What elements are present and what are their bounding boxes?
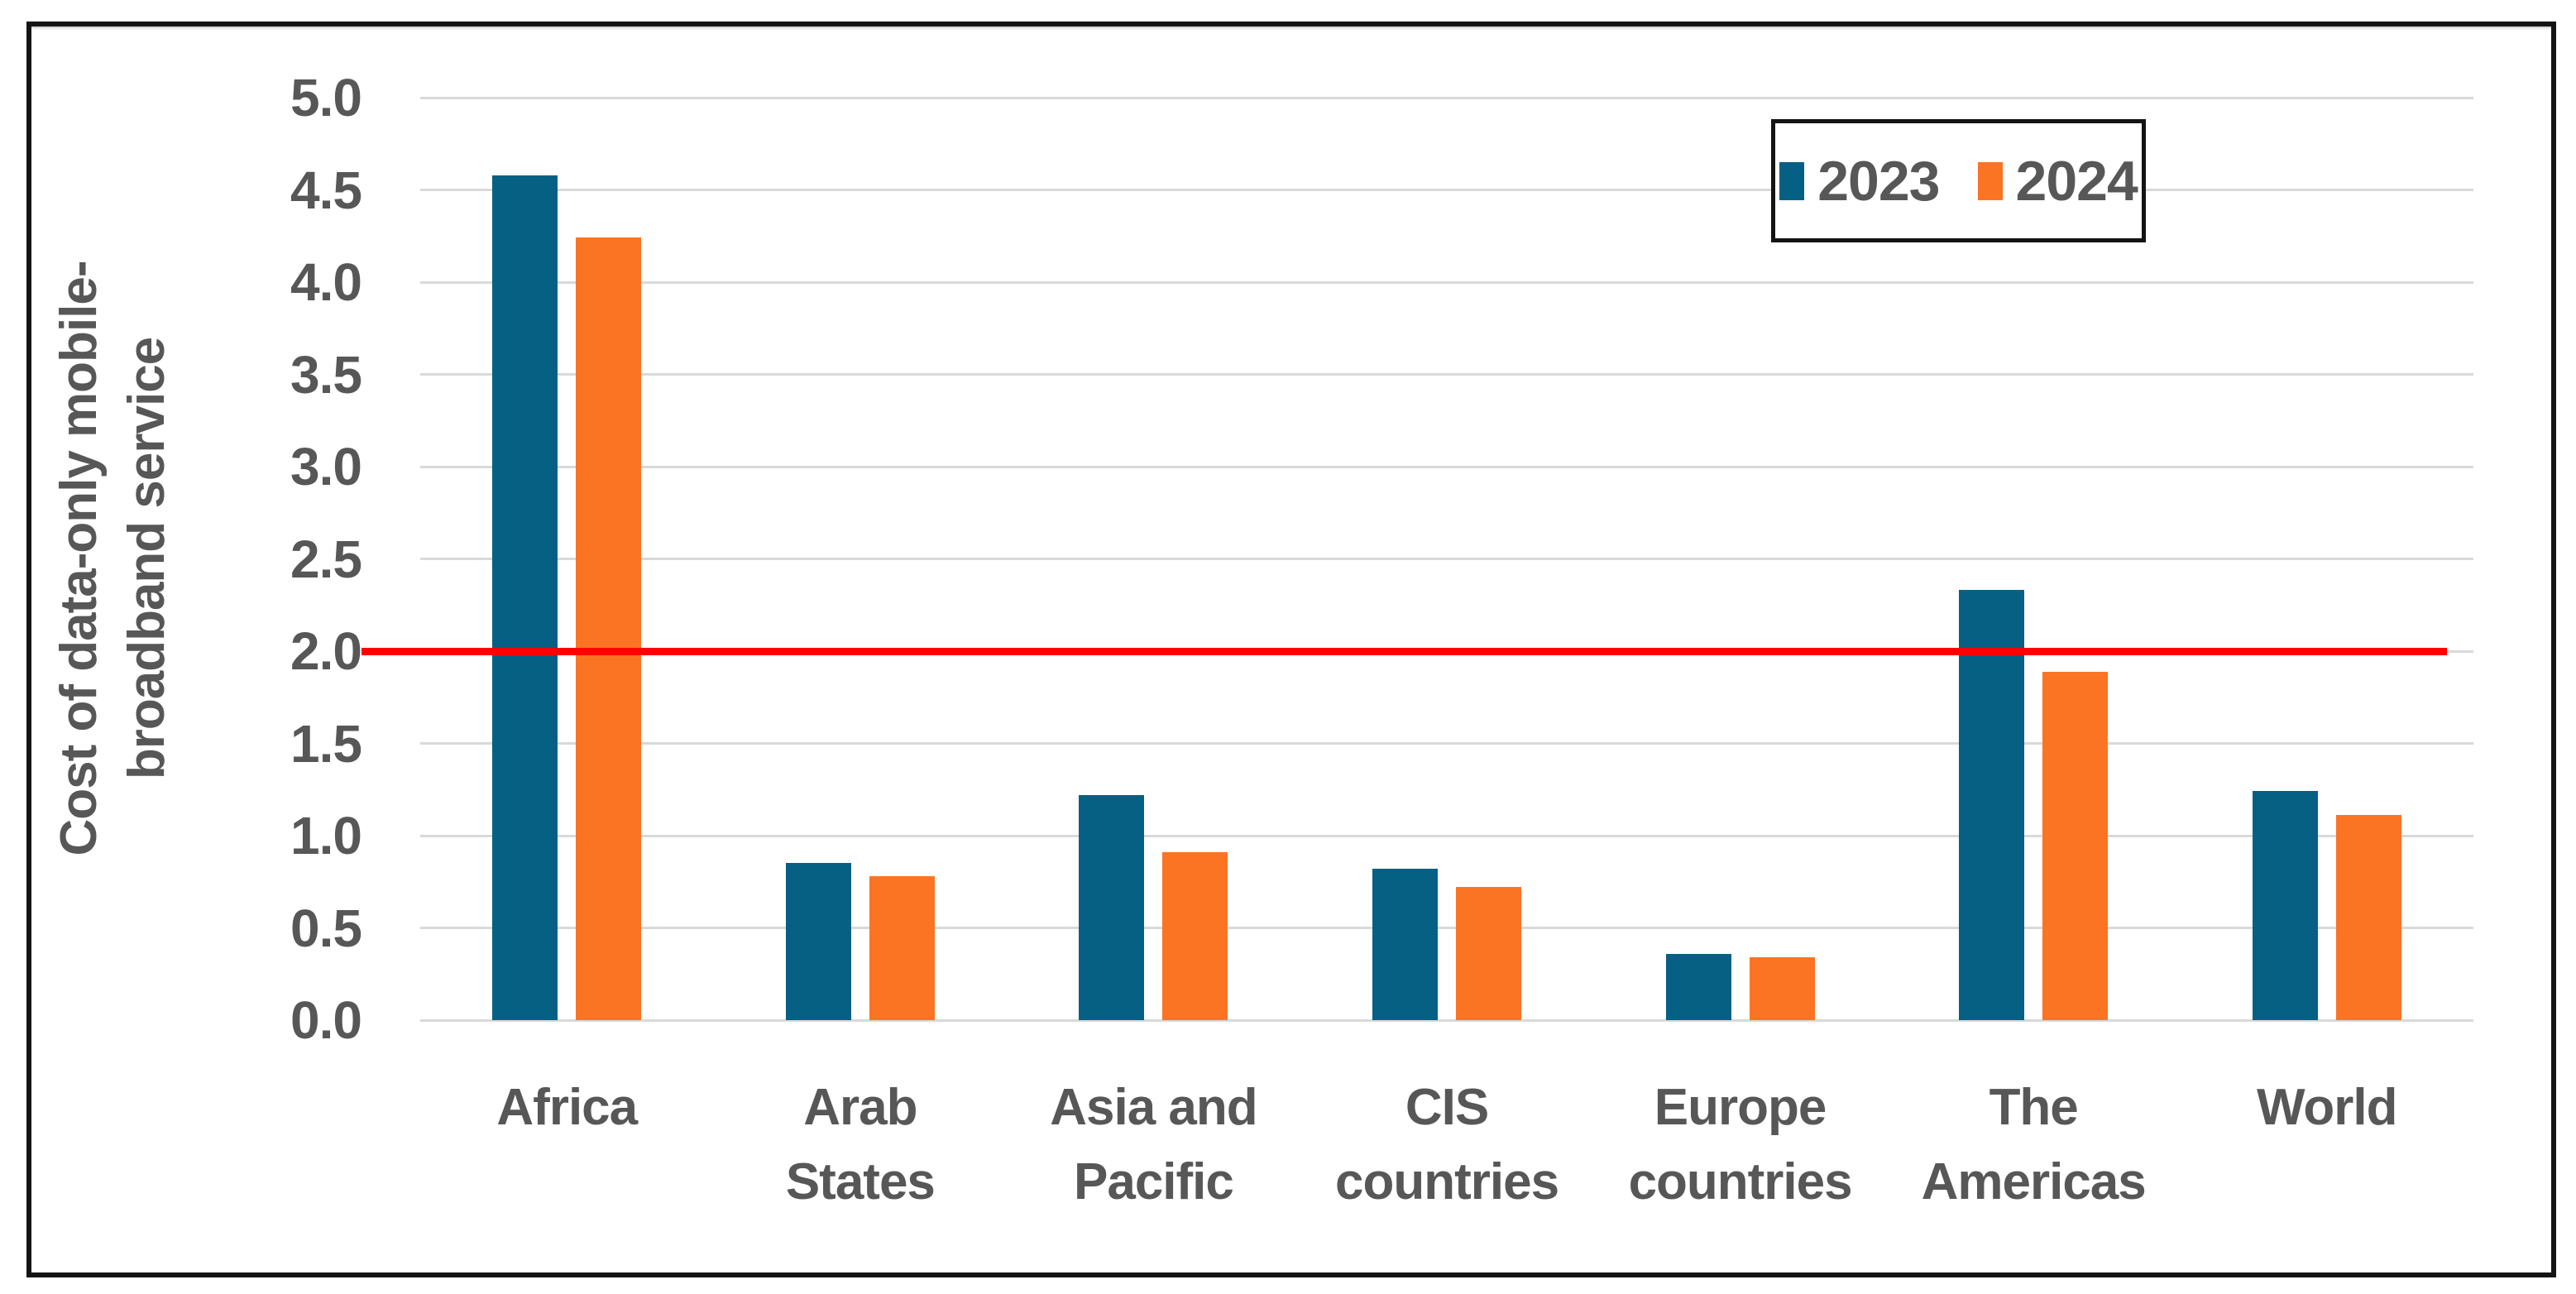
chart-frame: Cost of data-only mobile- broadband serv… <box>26 22 2556 1277</box>
x-category-label-world: World <box>2257 1079 2397 1136</box>
legend-item-2023: 2023 <box>1779 149 1941 213</box>
bar-group-arab-states <box>714 98 1008 1020</box>
gridline-3.0 <box>420 465 2473 468</box>
bar-2024-africa <box>576 237 642 1020</box>
y-tick-label-3.0: 3.0 <box>290 437 362 496</box>
gridline-4.5 <box>420 189 2473 191</box>
x-category-label-africa: Africa <box>496 1079 638 1136</box>
bar-2023-asia-and-pacific <box>1079 794 1145 1020</box>
bar-2024-world <box>2335 815 2401 1020</box>
bar-2024-cis-countries <box>1456 887 1522 1020</box>
bar-2024-arab-states <box>869 876 935 1020</box>
legend-item-2024: 2024 <box>1977 149 2138 213</box>
y-tick-label-0.5: 0.5 <box>290 898 362 958</box>
gridline-1.5 <box>420 742 2473 745</box>
x-axis-category-labels: Africa Arab States Asia and Pacific CIS cou… <box>420 1071 2473 1220</box>
y-tick-label-4.0: 4.0 <box>290 252 362 312</box>
bar-2023-cis-countries <box>1372 869 1439 1020</box>
legend-label-2024: 2024 <box>2015 149 2138 213</box>
gridline-3.5 <box>420 373 2473 376</box>
bar-2023-africa <box>492 175 558 1020</box>
x-category-label-cis-countries: CIS countries <box>1334 1079 1559 1210</box>
y-tick-label-1.0: 1.0 <box>290 806 362 865</box>
x-category-label-asia-and-pacific: Asia and Pacific <box>1050 1079 1257 1210</box>
y-tick-label-2.0: 2.0 <box>290 621 362 681</box>
bar-group-world <box>2180 98 2473 1020</box>
x-category-label-the-americas: The Americas <box>1921 1079 2147 1210</box>
gridline-0.0 <box>420 1018 2473 1022</box>
y-axis-tick-labels: 0.0 0.5 1.0 1.5 2.0 2.5 3.0 3.5 4.0 4.5 5.0 <box>31 71 362 1047</box>
x-category-label-europe-countries: Europe countries <box>1628 1079 1853 1210</box>
bar-groups <box>420 98 2473 1020</box>
legend-swatch-2024-icon <box>1977 161 2003 200</box>
bar-2024-europe-countries <box>1749 957 1815 1020</box>
gridline-4.0 <box>420 280 2473 284</box>
legend-label-2023: 2023 <box>1817 149 1940 213</box>
bar-2023-the-americas <box>1959 590 2025 1020</box>
legend: 2023 2024 <box>1771 119 2146 242</box>
y-tick-label-3.5: 3.5 <box>290 344 362 405</box>
gridline-2.5 <box>420 558 2473 560</box>
bar-group-the-americas <box>1887 98 2181 1020</box>
gridline-0.5 <box>420 927 2473 929</box>
y-tick-label-4.5: 4.5 <box>290 160 362 220</box>
bar-2023-arab-states <box>785 863 851 1020</box>
x-category-label-arab-states: Arab States <box>785 1079 936 1210</box>
gridline-1.0 <box>420 834 2473 837</box>
reference-line-2.0 <box>362 647 2447 655</box>
bar-2023-europe-countries <box>1665 953 1731 1020</box>
y-tick-label-0.0: 0.0 <box>290 990 362 1050</box>
bar-group-asia-and-pacific <box>1007 98 1300 1020</box>
bar-2024-asia-and-pacific <box>1162 852 1228 1020</box>
bar-group-africa <box>420 98 714 1020</box>
plot-area: 2023 2024 <box>362 96 2473 1022</box>
bar-group-europe-countries <box>1593 98 1887 1020</box>
y-tick-label-1.5: 1.5 <box>290 713 362 774</box>
y-tick-label-2.5: 2.5 <box>290 529 362 589</box>
bar-2023-world <box>2252 791 2318 1020</box>
bar-2024-the-americas <box>2042 671 2109 1020</box>
legend-swatch-2023-icon <box>1779 161 1805 200</box>
y-tick-label-5.0: 5.0 <box>290 68 362 127</box>
bar-group-cis-countries <box>1300 98 1594 1020</box>
gridline-5.0 <box>420 96 2473 99</box>
